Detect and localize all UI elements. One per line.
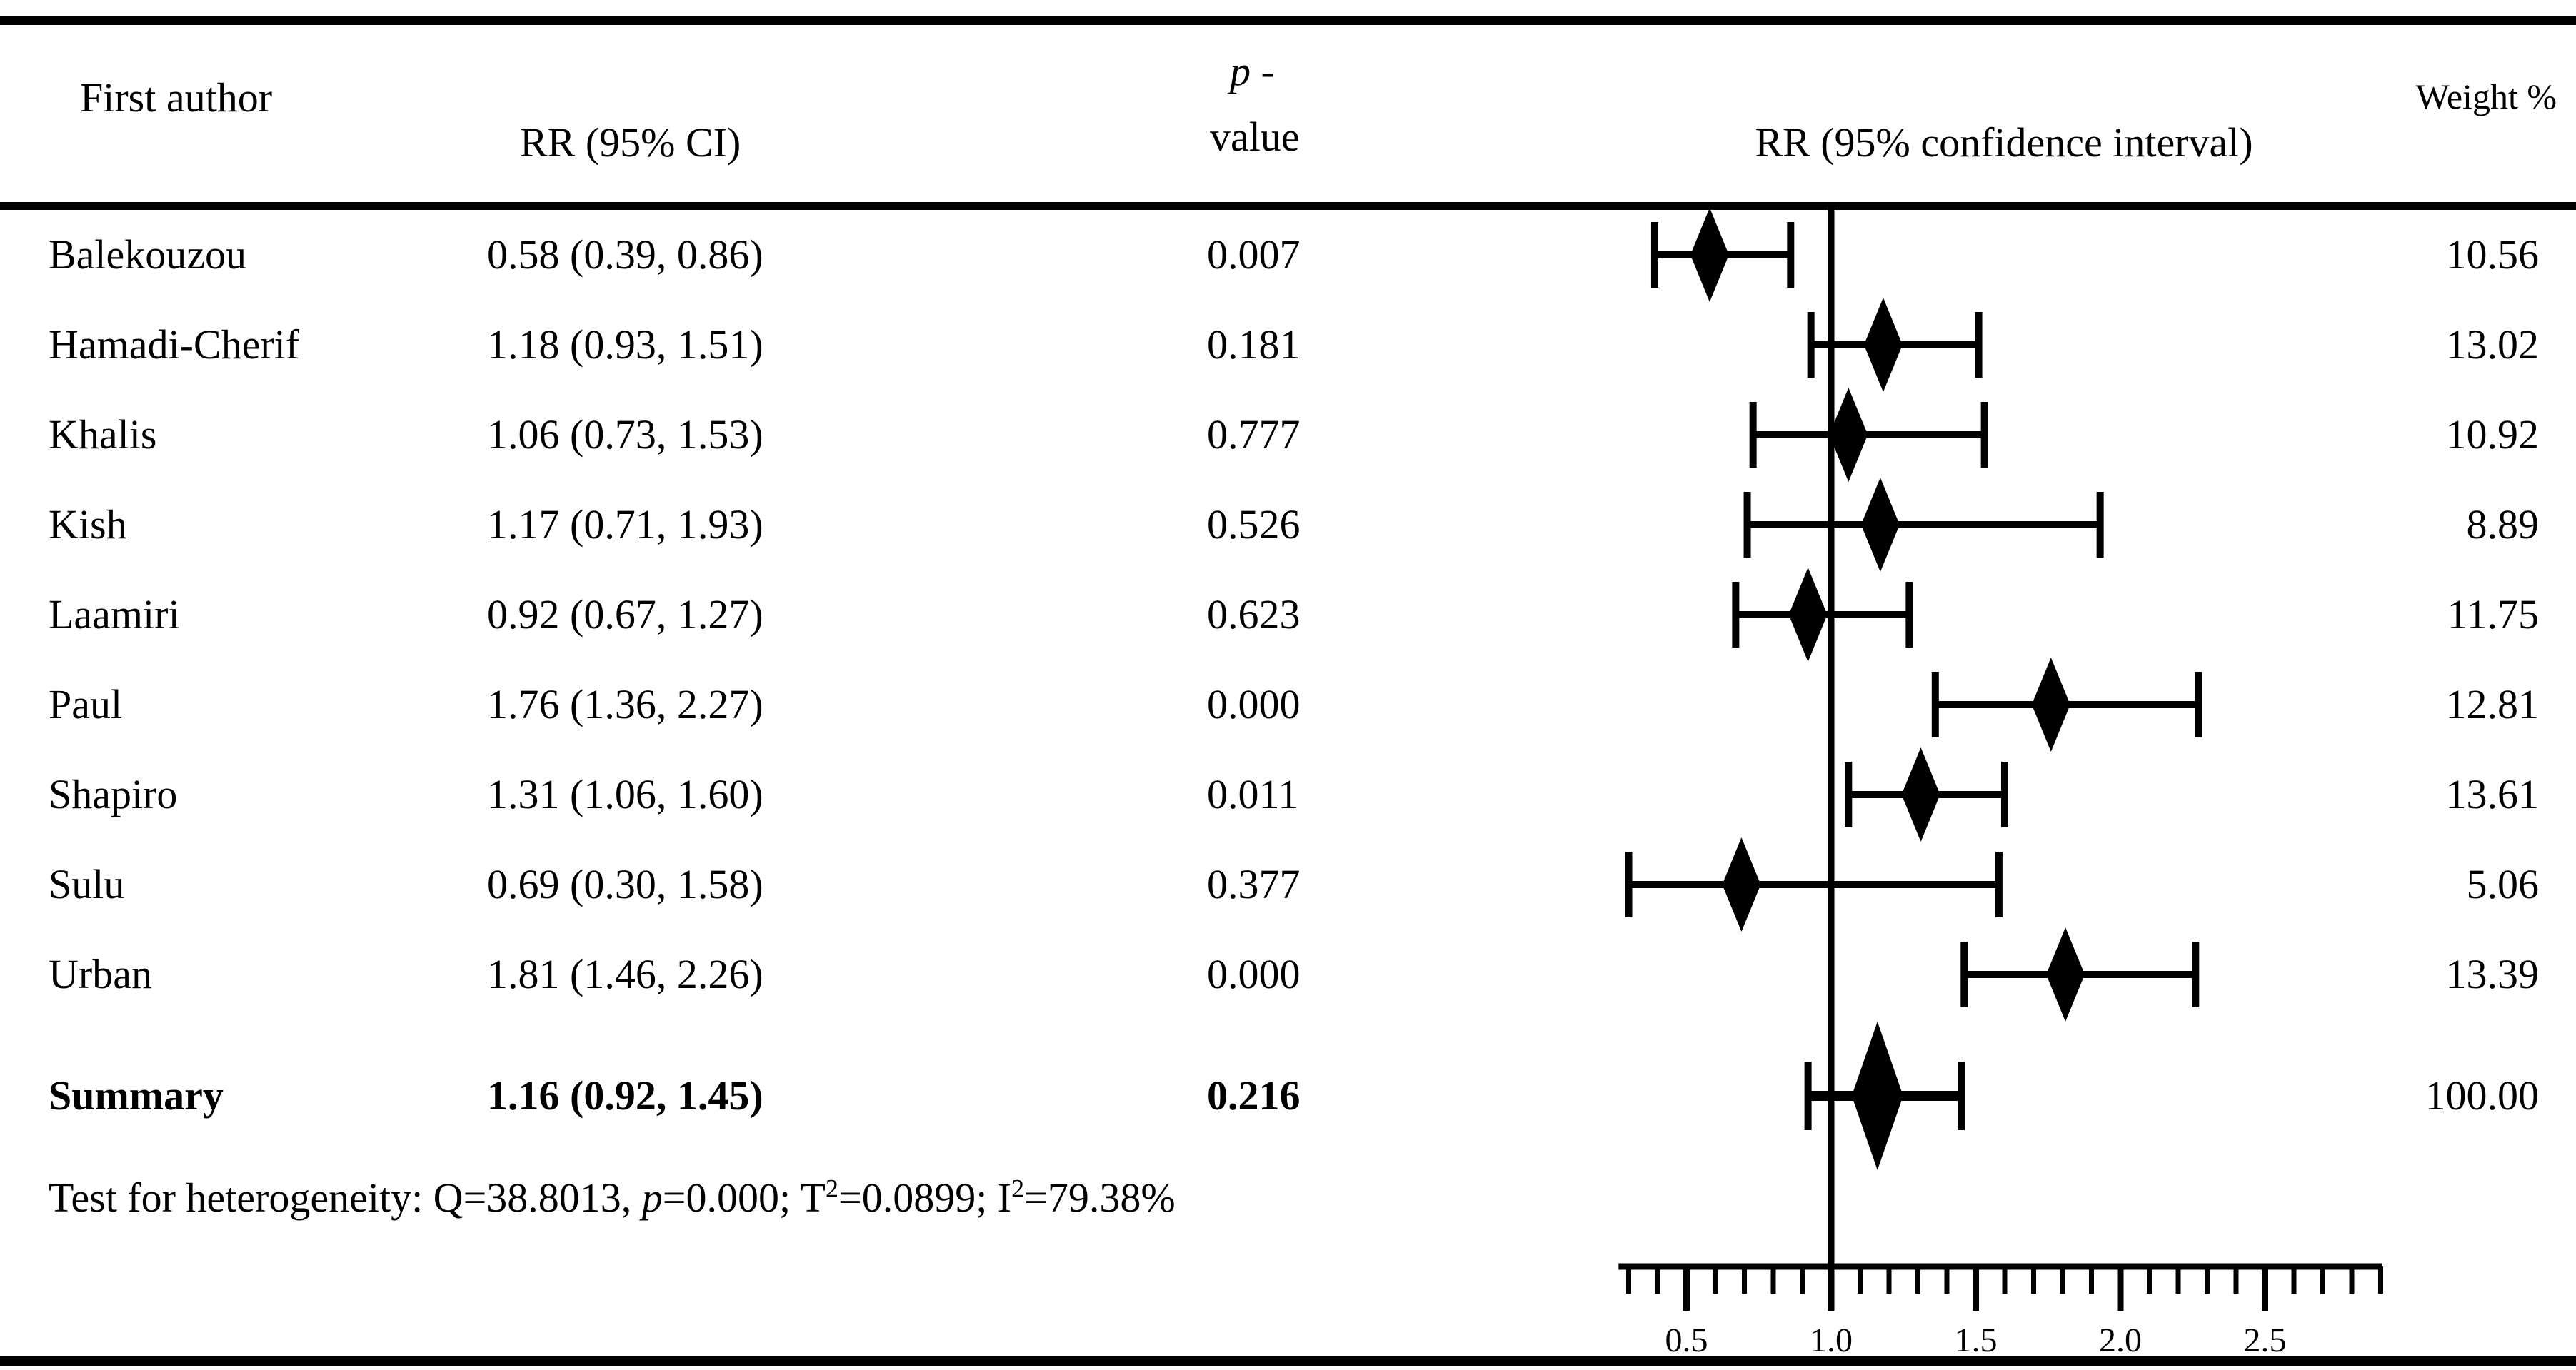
het-t-superscript: 2: [826, 1174, 838, 1203]
header-p-dash: -: [1251, 48, 1275, 94]
x-axis-tick-label: 2.5: [2244, 1321, 2287, 1359]
row-author: Shapiro: [49, 771, 178, 817]
row-p-value: 0.526: [1207, 501, 1300, 548]
study-diamond: [1690, 208, 1729, 302]
heterogeneity-note: Test for heterogeneity: Q=38.8013, p=0.0…: [49, 1174, 1176, 1221]
row-author: Khalis: [49, 411, 157, 458]
row-rr-ci: 1.31 (1.06, 1.60): [487, 771, 763, 817]
row-p-value: 0.007: [1207, 231, 1300, 278]
bottom-rule: [0, 1356, 2576, 1366]
row-rr-ci: 0.69 (0.30, 1.58): [487, 861, 763, 907]
row-rr-ci: 1.17 (0.71, 1.93): [487, 501, 763, 548]
row-rr-ci: 0.92 (0.67, 1.27): [487, 591, 763, 638]
x-axis-tick-label: 1.0: [1810, 1321, 1853, 1359]
top-rule: [0, 16, 2576, 25]
row-weight: 10.56: [2445, 231, 2540, 278]
row-p-value: 0.777: [1207, 411, 1300, 458]
row-author: Balekouzou: [49, 231, 247, 278]
row-p-value: 0.000: [1207, 681, 1300, 727]
row-p-value: 0.181: [1207, 321, 1300, 368]
het-after-t: =0.0899; I: [838, 1174, 1012, 1221]
study-diamond: [2046, 927, 2085, 1022]
row-rr-ci: 1.76 (1.36, 2.27): [487, 681, 763, 727]
header-plot: RR (95% confidence interval): [1755, 119, 2253, 166]
het-after-i: =79.38%: [1024, 1174, 1176, 1221]
het-after-p: =0.000; T: [662, 1174, 826, 1221]
row-rr-ci: 1.18 (0.93, 1.51): [487, 321, 763, 368]
header-p-italic: p: [1230, 48, 1251, 94]
study-diamond: [1722, 837, 1761, 932]
row-rr-ci: 0.58 (0.39, 0.86): [487, 231, 763, 278]
row-weight: 13.02: [2445, 321, 2540, 368]
study-diamond: [1829, 388, 1868, 482]
row-author: Summary: [49, 1072, 224, 1119]
x-axis-tick-label: 1.5: [1955, 1321, 1998, 1359]
row-rr-ci: 1.16 (0.92, 1.45): [487, 1072, 763, 1119]
row-weight: 13.61: [2445, 771, 2540, 817]
study-diamond: [1860, 478, 1900, 572]
x-axis-tick-label: 2.0: [2099, 1321, 2142, 1359]
header-weight: Weight %: [2415, 76, 2557, 116]
row-weight: 12.81: [2445, 681, 2540, 727]
row-author: Sulu: [49, 861, 125, 907]
study-diamond: [1863, 298, 1903, 392]
header-p-value-line1: p -: [1230, 51, 1275, 92]
study-diamond: [1788, 568, 1828, 662]
row-p-value: 0.000: [1207, 951, 1300, 997]
row-author: Paul: [49, 681, 123, 727]
header-rule: [0, 202, 2576, 210]
summary-diamond: [1851, 1022, 1903, 1170]
row-p-value: 0.377: [1207, 861, 1300, 907]
header-rr-ci: RR (95% CI): [520, 119, 741, 166]
het-prefix: Test for heterogeneity: Q=38.8013,: [49, 1174, 642, 1221]
row-weight: 13.39: [2445, 951, 2540, 997]
study-diamond: [2031, 658, 2070, 752]
header-p-value-line2: value: [1210, 114, 1300, 160]
row-author: Kish: [49, 501, 127, 548]
x-axis-tick-label: 0.5: [1665, 1321, 1708, 1359]
row-p-value: 0.623: [1207, 591, 1300, 638]
row-weight: 11.75: [2447, 591, 2539, 638]
row-p-value: 0.216: [1207, 1072, 1300, 1119]
row-author: Urban: [49, 951, 152, 997]
row-weight: 8.89: [2466, 501, 2540, 548]
row-p-value: 0.011: [1207, 771, 1299, 817]
row-rr-ci: 1.06 (0.73, 1.53): [487, 411, 763, 458]
het-i-superscript: 2: [1011, 1174, 1025, 1203]
het-p-italic: p: [641, 1174, 663, 1221]
row-author: Laamiri: [49, 591, 180, 638]
row-weight: 5.06: [2466, 861, 2540, 907]
row-author: Hamadi-Cherif: [49, 321, 300, 368]
row-rr-ci: 1.81 (1.46, 2.26): [487, 951, 763, 997]
header-first-author: First author: [80, 74, 273, 121]
row-weight: 10.92: [2445, 411, 2540, 458]
row-weight: 100.00: [2425, 1072, 2540, 1119]
study-diamond: [1901, 747, 1940, 842]
